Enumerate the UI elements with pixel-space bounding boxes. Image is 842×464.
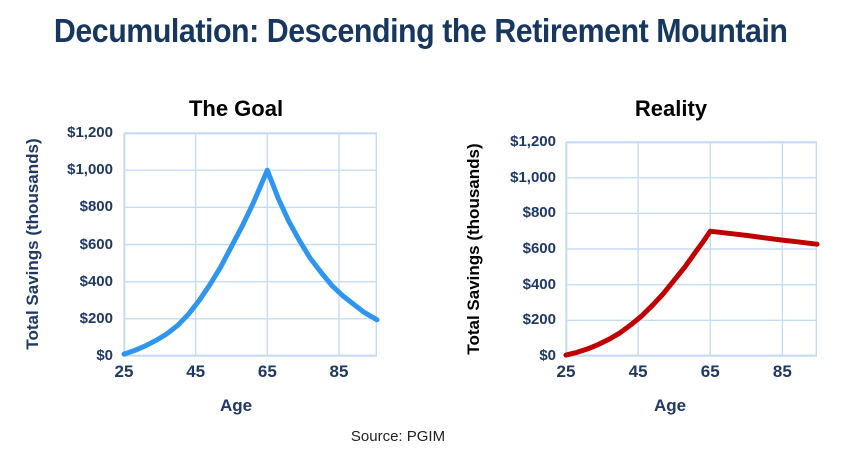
reality-x-tick-label: 45 — [628, 362, 648, 381]
goal-y-tick-label: $0 — [96, 347, 113, 364]
goal-line-series — [121, 167, 380, 357]
goal-plot-area — [121, 132, 380, 357]
page-title: Decumulation: Descending the Retirement … — [0, 12, 842, 50]
goal-x-tick-label: 85 — [329, 362, 349, 381]
goal-y-tick-label: $400 — [79, 272, 113, 290]
reality-y-tick-label: $800 — [522, 204, 556, 222]
goal-chart-title: The Goal — [188, 96, 284, 122]
reality-x-tick-label: 25 — [556, 362, 576, 381]
plot-border — [565, 141, 818, 357]
goal-x-tick-label: 65 — [257, 362, 277, 381]
reality-y-tick-label: $200 — [522, 311, 556, 329]
reality-y-tick-label: $0 — [539, 347, 556, 364]
goal-y-tick-label: $1,000 — [67, 161, 113, 179]
reality-chart-title: Reality — [634, 96, 708, 122]
goal-y-tick-label: $800 — [79, 198, 113, 216]
goal-y-tick-label: $600 — [79, 235, 113, 253]
reality-y-tick-label: $1,000 — [510, 168, 556, 186]
page-title-text: Decumulation: Descending the Retirement … — [54, 12, 788, 49]
plot-border — [123, 132, 378, 357]
reality-x-tick-label: 85 — [772, 362, 792, 381]
goal-x-tick-label: 25 — [114, 362, 134, 381]
source-note: Source: PGIM — [350, 428, 446, 445]
reality-y-tick-label: $600 — [522, 240, 556, 257]
reality-y-tick-label: $400 — [522, 275, 556, 293]
reality-x-axis-title: Age — [653, 396, 687, 415]
goal-x-axis-title: Age — [219, 396, 253, 415]
reality-plot-area — [563, 141, 820, 358]
reality-x-tick-label: 65 — [700, 362, 720, 381]
reality-line-series — [563, 228, 820, 358]
reality-y-tick-label: $1,200 — [510, 133, 556, 150]
goal-x-tick-label: 45 — [186, 362, 206, 381]
goal-y-tick-label: $200 — [79, 309, 113, 327]
goal-y-tick-label: $1,200 — [67, 124, 113, 141]
